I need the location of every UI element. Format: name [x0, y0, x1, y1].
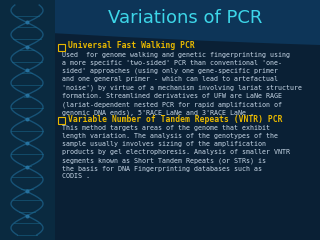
Text: This method targets areas of the genome that exhibit
length variation. The analy: This method targets areas of the genome … [62, 125, 290, 180]
Bar [0, 0, 55, 240]
Bar [58, 116, 65, 124]
Text: Used  for genome walking and genetic fingerprinting using
a more specific 'two-s: Used for genome walking and genetic fing… [62, 52, 302, 116]
Bar [58, 43, 65, 50]
Text: Universal Fast Walking PCR: Universal Fast Walking PCR [68, 42, 195, 50]
Text: Variations of PCR: Variations of PCR [108, 9, 262, 27]
PathPatch shape [0, 0, 320, 45]
Text: Variable Number of Tandem Repeats (VNTR) PCR: Variable Number of Tandem Repeats (VNTR)… [68, 114, 283, 124]
